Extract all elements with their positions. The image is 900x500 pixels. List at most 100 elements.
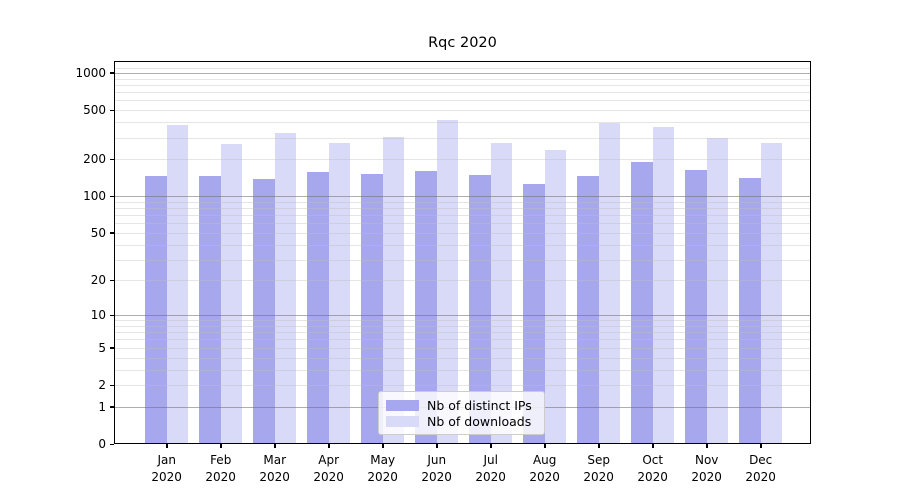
x-tick-label-aug: Aug 2020 xyxy=(529,453,560,484)
bar-downloads-may xyxy=(382,136,405,444)
gridline-minor xyxy=(114,280,811,282)
gridline-minor xyxy=(114,100,811,102)
y-tick-mark xyxy=(110,195,114,198)
chart-title: Rqc 2020 xyxy=(428,35,497,51)
y-tick-mark xyxy=(110,109,114,112)
x-tick-mark xyxy=(544,444,546,448)
x-tick-label-nov: Nov 2020 xyxy=(691,453,722,484)
gridline-minor xyxy=(114,259,811,261)
y-tick-label: 1 xyxy=(98,399,106,414)
y-tick-label: 500 xyxy=(83,103,106,118)
gridline-minor xyxy=(114,357,811,359)
gridline-minor xyxy=(114,332,811,334)
bar-ips-oct xyxy=(631,162,653,444)
x-tick-label-jan: Jan 2020 xyxy=(151,453,182,484)
x-tick-mark xyxy=(760,444,762,448)
y-tick-label: 20 xyxy=(90,273,106,288)
y-tick-mark xyxy=(110,347,114,349)
bar-downloads-oct xyxy=(652,127,675,444)
x-tick-label-apr: Apr 2020 xyxy=(313,453,344,484)
bar-downloads-dec xyxy=(760,143,783,444)
gridline-minor xyxy=(114,201,811,203)
bar-ips-mar xyxy=(253,178,275,444)
bar-downloads-aug xyxy=(544,149,567,444)
legend-swatch-distinct-ips xyxy=(386,399,419,411)
y-tick-label: 200 xyxy=(83,152,106,167)
bar-downloads-feb xyxy=(220,143,243,444)
gridline-minor xyxy=(114,385,811,386)
plot-area xyxy=(114,61,811,444)
y-tick-label: 100 xyxy=(83,189,106,204)
legend-swatch-downloads xyxy=(386,415,419,427)
x-tick-mark xyxy=(436,444,438,448)
x-tick-mark xyxy=(598,444,600,448)
bar-downloads-apr xyxy=(328,142,351,444)
bar-ips-feb xyxy=(199,175,221,444)
gridline-minor xyxy=(114,223,811,225)
gridline-minor xyxy=(114,320,811,322)
x-tick-mark xyxy=(166,444,168,448)
bar-downloads-jul xyxy=(490,142,513,444)
x-tick-label-dec: Dec 2020 xyxy=(745,453,776,484)
y-tick-mark xyxy=(110,232,114,234)
gridline-minor xyxy=(114,339,811,341)
x-tick-mark xyxy=(706,444,708,448)
x-tick-mark xyxy=(328,444,330,448)
gridline-minor xyxy=(114,347,811,349)
gridline-minor xyxy=(114,78,811,80)
bar-ips-jun xyxy=(415,170,437,444)
plot-border xyxy=(114,61,811,444)
bar-downloads-jan xyxy=(166,125,189,444)
y-tick-label: 5 xyxy=(98,340,106,355)
gridline-major xyxy=(114,196,811,198)
gridline-minor xyxy=(114,84,811,86)
y-tick-mark xyxy=(110,406,114,408)
y-tick-label: 0 xyxy=(98,437,106,451)
y-tick-mark xyxy=(110,443,114,445)
gridline-minor xyxy=(114,67,811,69)
gridline-minor xyxy=(114,215,811,217)
y-tick-label: 50 xyxy=(90,225,106,240)
y-tick-mark xyxy=(110,279,114,282)
y-tick-mark xyxy=(110,384,114,386)
x-tick-mark xyxy=(220,444,222,448)
x-tick-mark xyxy=(652,444,654,448)
legend-item-downloads: Nb of downloads xyxy=(386,413,536,429)
x-tick-label-feb: Feb 2020 xyxy=(205,453,236,484)
gridline-minor xyxy=(114,326,811,327)
x-tick-label-may: May 2020 xyxy=(367,453,398,484)
legend-label-downloads: Nb of downloads xyxy=(427,413,532,429)
gridline-minor xyxy=(114,110,811,112)
bar-ips-apr xyxy=(307,171,329,444)
bar-ips-aug xyxy=(523,183,545,444)
gridline-minor xyxy=(114,232,811,234)
bar-downloads-sep xyxy=(598,123,621,444)
bar-downloads-jun xyxy=(436,119,459,444)
bar-ips-sep xyxy=(577,176,599,444)
gridline-minor xyxy=(114,369,811,371)
y-tick-mark xyxy=(110,72,114,74)
x-tick-label-sep: Sep 2020 xyxy=(583,453,614,484)
legend-label-distinct-ips: Nb of distinct IPs xyxy=(427,397,532,413)
x-tick-label-jun: Jun 2020 xyxy=(421,453,452,484)
y-tick-label: 2 xyxy=(98,378,106,392)
gridline-minor xyxy=(114,137,811,139)
bar-ips-dec xyxy=(739,178,761,444)
x-tick-mark xyxy=(490,444,492,448)
bar-ips-may xyxy=(361,174,383,444)
gridline-minor xyxy=(114,122,811,124)
y-tick-label: 10 xyxy=(90,308,106,323)
gridline-major xyxy=(114,72,811,74)
gridline-major xyxy=(114,315,811,317)
bar-ips-jul xyxy=(469,174,491,444)
gridline-minor xyxy=(114,208,811,209)
gridline-minor xyxy=(114,159,811,161)
bar-downloads-mar xyxy=(274,132,297,444)
y-tick-label: 1000 xyxy=(75,65,106,80)
legend: Nb of distinct IPs Nb of downloads xyxy=(378,391,545,435)
bar-ips-nov xyxy=(685,170,707,444)
y-tick-mark xyxy=(110,314,114,317)
x-tick-label-mar: Mar 2020 xyxy=(259,453,290,484)
y-tick-mark xyxy=(110,158,114,161)
